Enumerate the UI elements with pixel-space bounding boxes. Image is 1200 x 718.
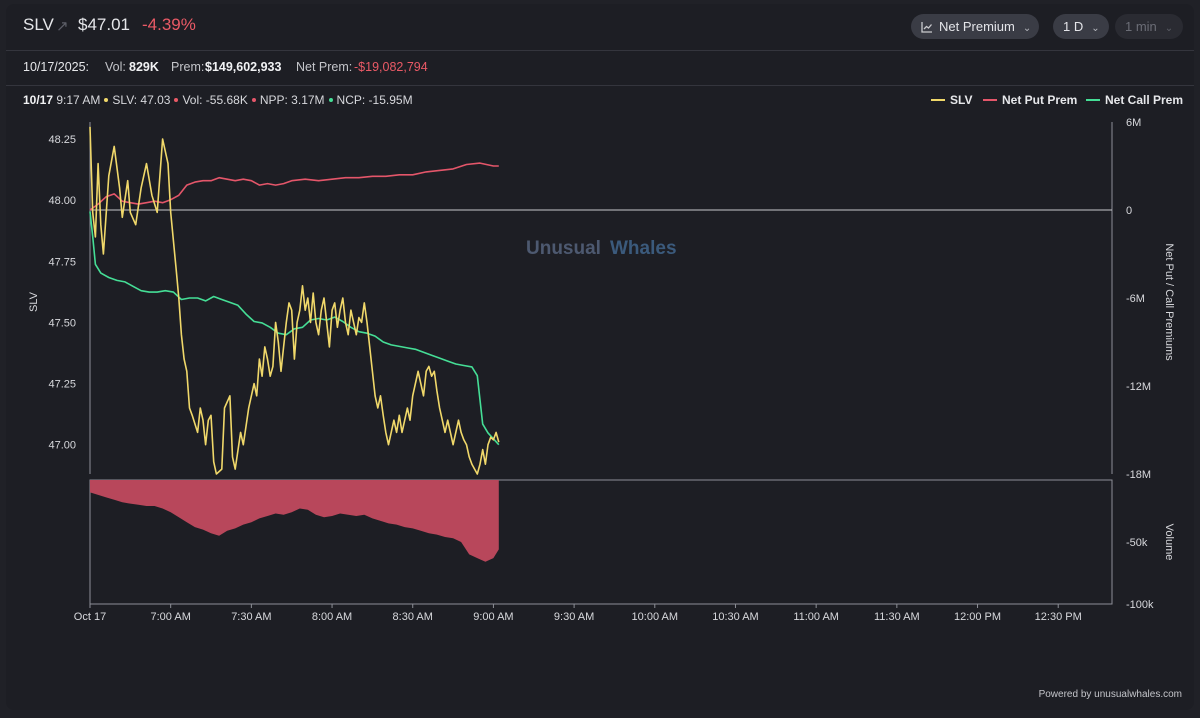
left-tick-label: 47.00 bbox=[48, 440, 76, 452]
readout-npp: NPP: 3.17M bbox=[259, 93, 325, 107]
legend-item-net-call-prem[interactable]: Net Call Prem bbox=[1086, 93, 1183, 107]
x-tick-label: 10:00 AM bbox=[632, 611, 678, 623]
x-tick-label: Oct 17 bbox=[74, 611, 106, 623]
npp-dot-icon bbox=[251, 98, 256, 102]
readout-date: 10/17 bbox=[23, 93, 54, 107]
current-price: $47.01 bbox=[78, 15, 130, 34]
watermark-whales: Whales bbox=[610, 238, 677, 259]
right-tick-label: 0 bbox=[1126, 205, 1132, 217]
interval-select-label: 1 min bbox=[1125, 19, 1157, 34]
volume-area[interactable] bbox=[90, 480, 499, 562]
volume-axis-title: Volume bbox=[1163, 524, 1175, 561]
slv-dot-icon bbox=[104, 98, 109, 102]
summary-net-prem-value: -$19,082,794 bbox=[354, 60, 428, 74]
chevron-down-icon: ⌄ bbox=[1164, 23, 1174, 34]
net-put-prem-line[interactable] bbox=[89, 162, 499, 211]
right-axis-title: Net Put / Call Premiums bbox=[1163, 243, 1175, 361]
chart-card: SLV ↗ $47.01 -4.39% Net Premium ⌄ 1 D ⌄ 1 … bbox=[6, 4, 1194, 710]
ncp-dot-icon bbox=[328, 98, 333, 102]
summary-vol-value: 829K bbox=[129, 60, 159, 74]
powered-by-footer[interactable]: Powered by unusualwhales.com bbox=[1038, 689, 1182, 700]
volume-panel-frame bbox=[89, 479, 1113, 605]
volume-tick-label: -50k bbox=[1126, 537, 1148, 549]
summary-bar: 10/17/2025: Vol: 829K Prem: $149,602,933… bbox=[6, 51, 1194, 86]
left-tick-label: 48.25 bbox=[48, 134, 76, 146]
right-tick-label: -12M bbox=[1126, 381, 1151, 393]
x-tick-label: 11:30 AM bbox=[874, 611, 920, 623]
summary-prem-value: $149,602,933 bbox=[205, 60, 282, 74]
header-bar: SLV ↗ $47.01 -4.39% Net Premium ⌄ 1 D ⌄ 1 … bbox=[6, 4, 1194, 51]
arrow-up-right-icon[interactable]: ↗ bbox=[56, 18, 69, 35]
summary-prem-label: Prem: bbox=[171, 60, 205, 74]
slv-price-line[interactable] bbox=[89, 126, 500, 475]
chevron-down-icon: ⌄ bbox=[1091, 23, 1100, 34]
readout-ncp: NCP: -15.95M bbox=[336, 93, 413, 107]
watermark-unusual: Unusual bbox=[526, 238, 601, 259]
volume-tick-label: -100k bbox=[1126, 599, 1154, 611]
price-change: -4.39% bbox=[142, 15, 196, 34]
readout-vol: Vol: -55.68K bbox=[182, 93, 248, 107]
legend-label: Net Put Prem bbox=[1002, 93, 1078, 107]
x-tick-label: 10:30 AM bbox=[712, 611, 758, 623]
x-tick-label: 8:00 AM bbox=[312, 611, 352, 623]
right-tick-label: 6M bbox=[1126, 117, 1141, 129]
right-tick-label: -6M bbox=[1126, 293, 1145, 305]
ticker-symbol[interactable]: SLV bbox=[23, 15, 54, 34]
left-axis-title: SLV bbox=[28, 291, 40, 312]
summary-date: 10/17/2025: bbox=[23, 60, 90, 74]
x-tick-label: 8:30 AM bbox=[393, 611, 433, 623]
metric-select-label: Net Premium bbox=[939, 19, 1015, 34]
legend-swatch bbox=[931, 99, 945, 101]
legend-item-net-put-prem[interactable]: Net Put Prem bbox=[983, 93, 1077, 107]
range-select[interactable]: 1 D ⌄ bbox=[1053, 14, 1109, 39]
x-tick-label: 12:00 PM bbox=[954, 611, 1001, 623]
left-tick-label: 47.75 bbox=[48, 256, 76, 268]
legend-item-slv[interactable]: SLV bbox=[931, 93, 972, 107]
chart-line-icon bbox=[921, 22, 932, 33]
summary-net-prem-label: Net Prem: bbox=[296, 60, 353, 74]
range-select-label: 1 D bbox=[1063, 19, 1084, 34]
x-tick-label: 12:30 PM bbox=[1035, 611, 1082, 623]
net-call-prem-line[interactable] bbox=[89, 211, 500, 446]
x-tick-label: 7:30 AM bbox=[231, 611, 271, 623]
legend-swatch bbox=[983, 99, 997, 101]
left-tick-label: 47.50 bbox=[48, 317, 76, 329]
readout-time: 9:17 AM bbox=[56, 93, 101, 107]
chart-area[interactable]: Unusual Whales 48.25 48.00 47.75 47.50 47.25… bbox=[6, 104, 1194, 704]
vol-dot-icon bbox=[174, 98, 179, 102]
metric-select[interactable]: Net Premium ⌄ bbox=[911, 14, 1039, 39]
interval-select[interactable]: 1 min ⌄ bbox=[1115, 14, 1183, 39]
legend-swatch bbox=[1086, 99, 1100, 101]
chevron-down-icon: ⌄ bbox=[1022, 23, 1032, 34]
readout-slv: SLV: 47.03 bbox=[112, 93, 171, 107]
left-tick-label: 48.00 bbox=[48, 195, 76, 207]
x-tick-label: 7:00 AM bbox=[151, 611, 191, 623]
legend-label: SLV bbox=[950, 93, 973, 107]
crosshair-readout: 10/17 9:17 AM SLV: 47.03 Vol: -55.68K NPP: … bbox=[23, 93, 413, 107]
x-tick-label: 9:00 AM bbox=[473, 611, 513, 623]
x-tick-label: 9:30 AM bbox=[554, 611, 594, 623]
right-tick-label: -18M bbox=[1126, 469, 1151, 481]
legend-label: Net Call Prem bbox=[1105, 93, 1184, 107]
x-tick-label: 11:00 AM bbox=[793, 611, 839, 623]
summary-vol-label: Vol: bbox=[105, 60, 126, 74]
left-tick-label: 47.25 bbox=[48, 379, 76, 391]
